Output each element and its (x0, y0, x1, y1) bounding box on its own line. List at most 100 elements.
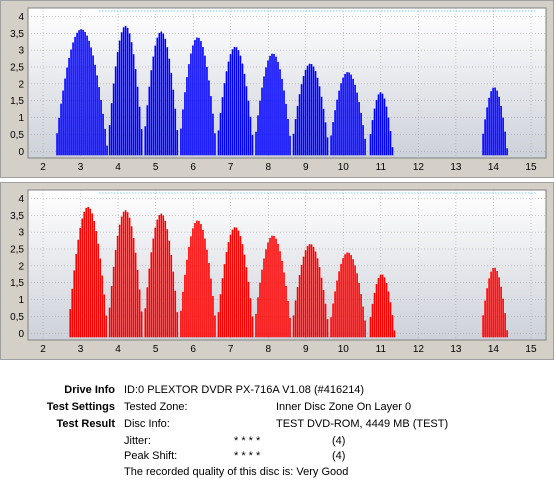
bar (196, 37, 198, 156)
y-tick-label: 0,5 (10, 312, 24, 323)
y-tick-label: 1,5 (10, 278, 24, 289)
bar (223, 264, 226, 338)
bar (332, 122, 334, 156)
bar (350, 255, 352, 338)
bar (498, 277, 500, 338)
bar (494, 267, 496, 338)
peak-shift-chart-panel: 2 3 4 5 6 7 8 9 10 11 12 13 14 15 0 0,5 1 1,5 2 2,5 3 3,5 4 (0, 182, 554, 360)
bar (306, 246, 309, 338)
bar (60, 103, 62, 156)
y-tick-label: 2,5 (10, 62, 24, 73)
bar (146, 105, 149, 156)
bar (156, 219, 159, 338)
y-tick-label: 3 (18, 46, 24, 57)
bar (314, 71, 317, 156)
bar (176, 312, 179, 338)
bar (500, 286, 502, 338)
bar (114, 66, 117, 156)
bar (344, 73, 346, 156)
bar (267, 242, 269, 338)
bar (312, 66, 315, 156)
bar (114, 250, 117, 338)
bar (233, 227, 236, 338)
test-settings-label: Test Settings (46, 401, 115, 413)
bar (383, 98, 386, 156)
x-tick-label: 9 (303, 162, 309, 173)
bar (202, 229, 204, 338)
bar (158, 214, 161, 338)
bar (229, 234, 232, 338)
bar (200, 41, 202, 156)
bar (358, 282, 360, 338)
drive-info-value: ID:0 PLEXTOR DVDR PX-716A V1.08 (#416214… (124, 384, 365, 396)
bar (296, 105, 299, 156)
bar (118, 224, 121, 338)
bar (340, 263, 342, 338)
bar (132, 238, 135, 338)
bar (134, 69, 137, 156)
bar (156, 37, 159, 156)
bar (112, 266, 115, 338)
bar (287, 301, 289, 338)
bar (289, 317, 291, 338)
bar (166, 229, 169, 338)
x-tick-label: 8 (265, 344, 271, 355)
tested-zone-label: Tested Zone: (124, 401, 188, 413)
bar (273, 235, 275, 338)
bar (233, 46, 236, 156)
bar (132, 54, 135, 156)
bar (283, 90, 285, 156)
x-tick-label: 15 (525, 344, 537, 355)
bar (192, 45, 194, 156)
jitter-score: (4) (332, 435, 346, 447)
bar (492, 87, 494, 156)
bar (263, 76, 265, 156)
bar (82, 29, 84, 156)
bar (73, 270, 76, 338)
bar (306, 65, 309, 156)
bar (322, 289, 325, 338)
bar (379, 274, 382, 338)
y-tick-label: 2 (18, 261, 24, 272)
jitter-chart-panel: 2 3 4 5 6 7 8 9 10 11 12 13 14 15 0 0,5 1 1,5 2 2,5 3 3,5 4 (0, 0, 554, 178)
bar (174, 108, 177, 156)
bar (101, 275, 104, 338)
bar (275, 238, 277, 338)
bar (336, 99, 338, 156)
bar (158, 32, 161, 156)
bar (259, 282, 261, 338)
bar (259, 100, 261, 156)
bar (304, 69, 307, 156)
x-tick-label: 13 (450, 162, 462, 173)
bar (116, 235, 119, 338)
bar (148, 86, 151, 156)
bar (360, 294, 362, 338)
bar (369, 317, 372, 338)
bar (279, 69, 281, 156)
bar (217, 312, 220, 338)
bar (184, 274, 186, 338)
bar (340, 83, 342, 156)
bar (227, 61, 230, 156)
bar (387, 117, 390, 156)
bar (310, 64, 313, 156)
y-tick-label: 3,5 (10, 29, 24, 40)
x-tick-label: 4 (115, 344, 121, 355)
bar (322, 108, 325, 156)
bar (261, 269, 263, 338)
bar (387, 291, 390, 338)
jitter-label: Jitter: (124, 435, 151, 447)
y-tick-label: 0 (18, 147, 24, 158)
bar (105, 315, 108, 338)
bar (74, 36, 76, 156)
bar (302, 256, 305, 338)
bar (180, 128, 182, 156)
bar (308, 244, 311, 338)
bar (206, 249, 208, 338)
test-info-section: Drive Info ID:0 PLEXTOR DVDR PX-716A V1.… (0, 380, 556, 480)
x-tick-label: 10 (338, 162, 350, 173)
bar (172, 271, 175, 338)
bar (241, 244, 244, 338)
bar (304, 250, 307, 338)
bar (381, 274, 384, 338)
